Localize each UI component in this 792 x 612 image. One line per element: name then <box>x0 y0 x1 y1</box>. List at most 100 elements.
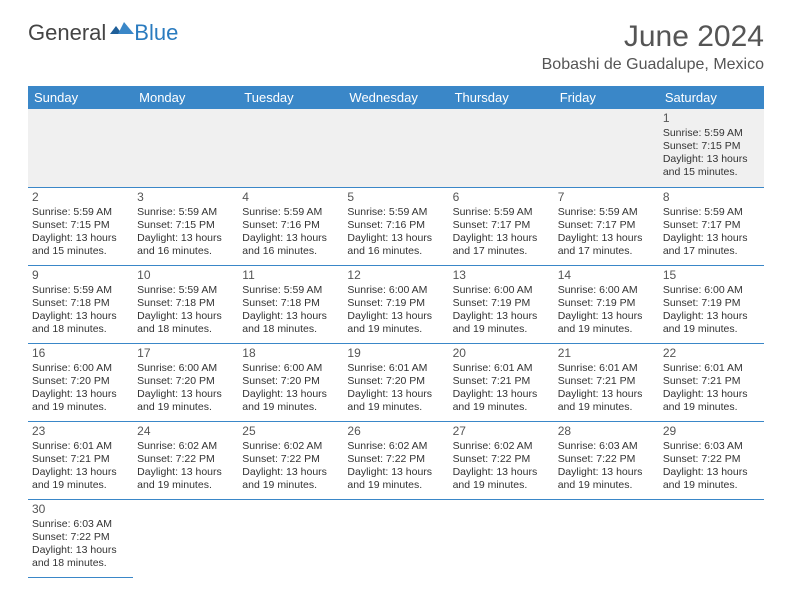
calendar-cell: 26Sunrise: 6:02 AMSunset: 7:22 PMDayligh… <box>343 421 448 499</box>
calendar-cell: 4Sunrise: 5:59 AMSunset: 7:16 PMDaylight… <box>238 187 343 265</box>
sunset-line: Sunset: 7:22 PM <box>663 453 760 466</box>
day-number: 2 <box>32 190 129 205</box>
calendar-cell <box>554 499 659 577</box>
calendar-cell: 11Sunrise: 5:59 AMSunset: 7:18 PMDayligh… <box>238 265 343 343</box>
sunset-line: Sunset: 7:20 PM <box>32 375 129 388</box>
calendar-cell: 19Sunrise: 6:01 AMSunset: 7:20 PMDayligh… <box>343 343 448 421</box>
weekday-header: Saturday <box>659 86 764 109</box>
day-number: 29 <box>663 424 760 439</box>
sunrise-line: Sunrise: 5:59 AM <box>347 206 444 219</box>
calendar-table: Sunday Monday Tuesday Wednesday Thursday… <box>28 86 764 578</box>
sunrise-line: Sunrise: 6:01 AM <box>347 362 444 375</box>
sunrise-line: Sunrise: 6:00 AM <box>558 284 655 297</box>
sunrise-line: Sunrise: 6:02 AM <box>242 440 339 453</box>
day-number: 5 <box>347 190 444 205</box>
calendar-cell <box>28 109 133 187</box>
daylight-line: Daylight: 13 hours and 19 minutes. <box>347 466 444 492</box>
daylight-line: Daylight: 13 hours and 19 minutes. <box>453 388 550 414</box>
sunrise-line: Sunrise: 6:01 AM <box>32 440 129 453</box>
daylight-line: Daylight: 13 hours and 19 minutes. <box>558 466 655 492</box>
sunset-line: Sunset: 7:17 PM <box>453 219 550 232</box>
day-number: 14 <box>558 268 655 283</box>
sunset-line: Sunset: 7:18 PM <box>137 297 234 310</box>
day-number: 10 <box>137 268 234 283</box>
day-number: 25 <box>242 424 339 439</box>
calendar-cell: 15Sunrise: 6:00 AMSunset: 7:19 PMDayligh… <box>659 265 764 343</box>
calendar-cell: 3Sunrise: 5:59 AMSunset: 7:15 PMDaylight… <box>133 187 238 265</box>
sunset-line: Sunset: 7:21 PM <box>558 375 655 388</box>
sunset-line: Sunset: 7:15 PM <box>663 140 760 153</box>
calendar-cell: 2Sunrise: 5:59 AMSunset: 7:15 PMDaylight… <box>28 187 133 265</box>
day-number: 15 <box>663 268 760 283</box>
logo-text-general: General <box>28 20 106 46</box>
calendar-row: 1Sunrise: 5:59 AMSunset: 7:15 PMDaylight… <box>28 109 764 187</box>
daylight-line: Daylight: 13 hours and 15 minutes. <box>32 232 129 258</box>
calendar-cell: 27Sunrise: 6:02 AMSunset: 7:22 PMDayligh… <box>449 421 554 499</box>
sunrise-line: Sunrise: 5:59 AM <box>558 206 655 219</box>
calendar-cell: 1Sunrise: 5:59 AMSunset: 7:15 PMDaylight… <box>659 109 764 187</box>
daylight-line: Daylight: 13 hours and 16 minutes. <box>347 232 444 258</box>
calendar-cell <box>343 109 448 187</box>
day-number: 27 <box>453 424 550 439</box>
day-number: 6 <box>453 190 550 205</box>
calendar-row: 9Sunrise: 5:59 AMSunset: 7:18 PMDaylight… <box>28 265 764 343</box>
day-number: 19 <box>347 346 444 361</box>
daylight-line: Daylight: 13 hours and 17 minutes. <box>558 232 655 258</box>
sunrise-line: Sunrise: 5:59 AM <box>32 284 129 297</box>
sunset-line: Sunset: 7:20 PM <box>347 375 444 388</box>
calendar-cell <box>238 499 343 577</box>
daylight-line: Daylight: 13 hours and 19 minutes. <box>663 466 760 492</box>
daylight-line: Daylight: 13 hours and 18 minutes. <box>32 310 129 336</box>
sunrise-line: Sunrise: 6:00 AM <box>347 284 444 297</box>
calendar-cell: 16Sunrise: 6:00 AMSunset: 7:20 PMDayligh… <box>28 343 133 421</box>
sunrise-line: Sunrise: 5:59 AM <box>137 284 234 297</box>
weekday-header-row: Sunday Monday Tuesday Wednesday Thursday… <box>28 86 764 109</box>
daylight-line: Daylight: 13 hours and 19 minutes. <box>663 310 760 336</box>
sunset-line: Sunset: 7:21 PM <box>663 375 760 388</box>
day-number: 18 <box>242 346 339 361</box>
sunset-line: Sunset: 7:21 PM <box>453 375 550 388</box>
sunset-line: Sunset: 7:22 PM <box>347 453 444 466</box>
calendar-cell: 21Sunrise: 6:01 AMSunset: 7:21 PMDayligh… <box>554 343 659 421</box>
daylight-line: Daylight: 13 hours and 19 minutes. <box>663 388 760 414</box>
calendar-cell: 14Sunrise: 6:00 AMSunset: 7:19 PMDayligh… <box>554 265 659 343</box>
daylight-line: Daylight: 13 hours and 19 minutes. <box>558 310 655 336</box>
calendar-cell <box>659 499 764 577</box>
sunset-line: Sunset: 7:17 PM <box>558 219 655 232</box>
daylight-line: Daylight: 13 hours and 18 minutes. <box>242 310 339 336</box>
sunset-line: Sunset: 7:19 PM <box>347 297 444 310</box>
day-number: 22 <box>663 346 760 361</box>
daylight-line: Daylight: 13 hours and 15 minutes. <box>663 153 760 179</box>
calendar-cell: 12Sunrise: 6:00 AMSunset: 7:19 PMDayligh… <box>343 265 448 343</box>
sunrise-line: Sunrise: 6:00 AM <box>453 284 550 297</box>
day-number: 9 <box>32 268 129 283</box>
daylight-line: Daylight: 13 hours and 19 minutes. <box>32 388 129 414</box>
sunset-line: Sunset: 7:22 PM <box>242 453 339 466</box>
sunrise-line: Sunrise: 6:00 AM <box>663 284 760 297</box>
sunset-line: Sunset: 7:19 PM <box>663 297 760 310</box>
calendar-cell <box>133 109 238 187</box>
daylight-line: Daylight: 13 hours and 19 minutes. <box>137 466 234 492</box>
sunset-line: Sunset: 7:17 PM <box>663 219 760 232</box>
sunrise-line: Sunrise: 6:01 AM <box>663 362 760 375</box>
calendar-cell: 20Sunrise: 6:01 AMSunset: 7:21 PMDayligh… <box>449 343 554 421</box>
calendar-row: 30Sunrise: 6:03 AMSunset: 7:22 PMDayligh… <box>28 499 764 577</box>
location: Bobashi de Guadalupe, Mexico <box>542 56 764 74</box>
calendar-cell <box>554 109 659 187</box>
calendar-row: 16Sunrise: 6:00 AMSunset: 7:20 PMDayligh… <box>28 343 764 421</box>
daylight-line: Daylight: 13 hours and 16 minutes. <box>242 232 339 258</box>
calendar-cell <box>343 499 448 577</box>
sunrise-line: Sunrise: 5:59 AM <box>242 206 339 219</box>
calendar-cell <box>238 109 343 187</box>
sunset-line: Sunset: 7:21 PM <box>32 453 129 466</box>
weekday-header: Thursday <box>449 86 554 109</box>
sunrise-line: Sunrise: 6:00 AM <box>242 362 339 375</box>
daylight-line: Daylight: 13 hours and 16 minutes. <box>137 232 234 258</box>
sunrise-line: Sunrise: 6:02 AM <box>453 440 550 453</box>
calendar-cell <box>449 109 554 187</box>
daylight-line: Daylight: 13 hours and 19 minutes. <box>347 388 444 414</box>
daylight-line: Daylight: 13 hours and 19 minutes. <box>242 466 339 492</box>
day-number: 20 <box>453 346 550 361</box>
sunset-line: Sunset: 7:20 PM <box>242 375 339 388</box>
calendar-cell: 29Sunrise: 6:03 AMSunset: 7:22 PMDayligh… <box>659 421 764 499</box>
